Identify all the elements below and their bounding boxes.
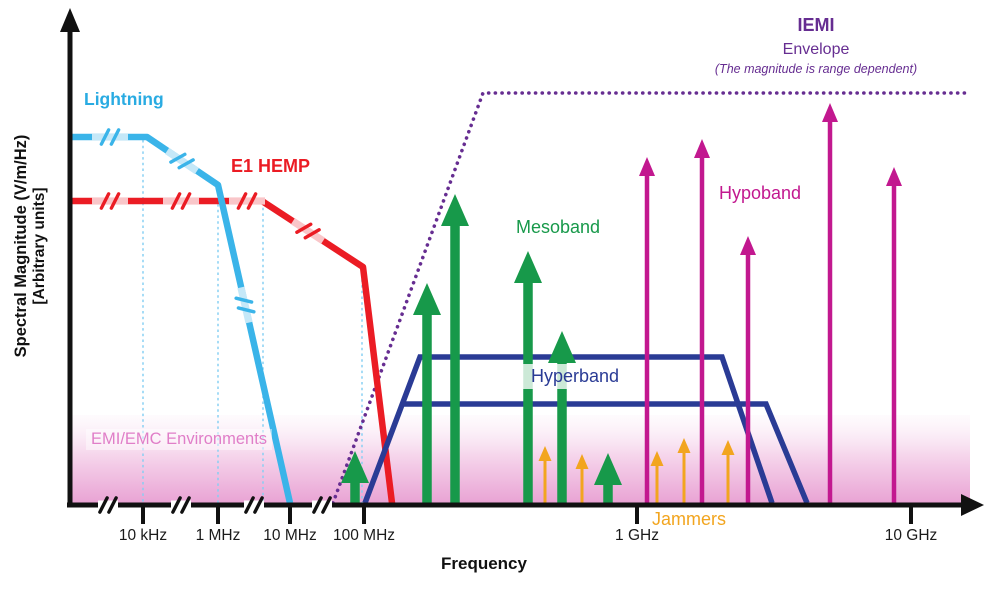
emi-emc-label: EMI/EMC Environments	[86, 429, 273, 450]
x-tick-label: 10 kHz	[118, 527, 168, 544]
x-tick-label: 1 MHz	[195, 527, 241, 544]
x-tick-label: 10 MHz	[263, 527, 317, 544]
hypoband-label: Hypoband	[719, 183, 802, 203]
x-tick-label: 1 GHz	[615, 527, 659, 544]
hyperband-label: Hyperband	[521, 364, 630, 389]
y-axis-title-line1: Spectral Magnitude (V/m/Hz)	[12, 134, 30, 358]
y-axis-title-line2: [Arbitrary units]	[31, 187, 48, 305]
e1-hemp-label: E1 HEMP	[231, 156, 311, 176]
iemi-title: IEMI	[797, 15, 835, 35]
jammers-label: Jammers	[652, 509, 727, 529]
x-tick-label: 10 GHz	[884, 527, 938, 544]
iemi-note: (The magnitude is range dependent)	[714, 62, 918, 76]
lightning-label: Lightning	[84, 89, 164, 109]
frequency-axis-title: Frequency	[441, 554, 527, 573]
x-tick-label: 100 MHz	[332, 527, 396, 544]
iemi-envelope-label: Envelope	[782, 41, 850, 58]
mesoband-label: Mesoband	[506, 215, 611, 240]
y-axis-title: Spectral Magnitude (V/m/Hz) [Arbitrary u…	[12, 76, 54, 416]
